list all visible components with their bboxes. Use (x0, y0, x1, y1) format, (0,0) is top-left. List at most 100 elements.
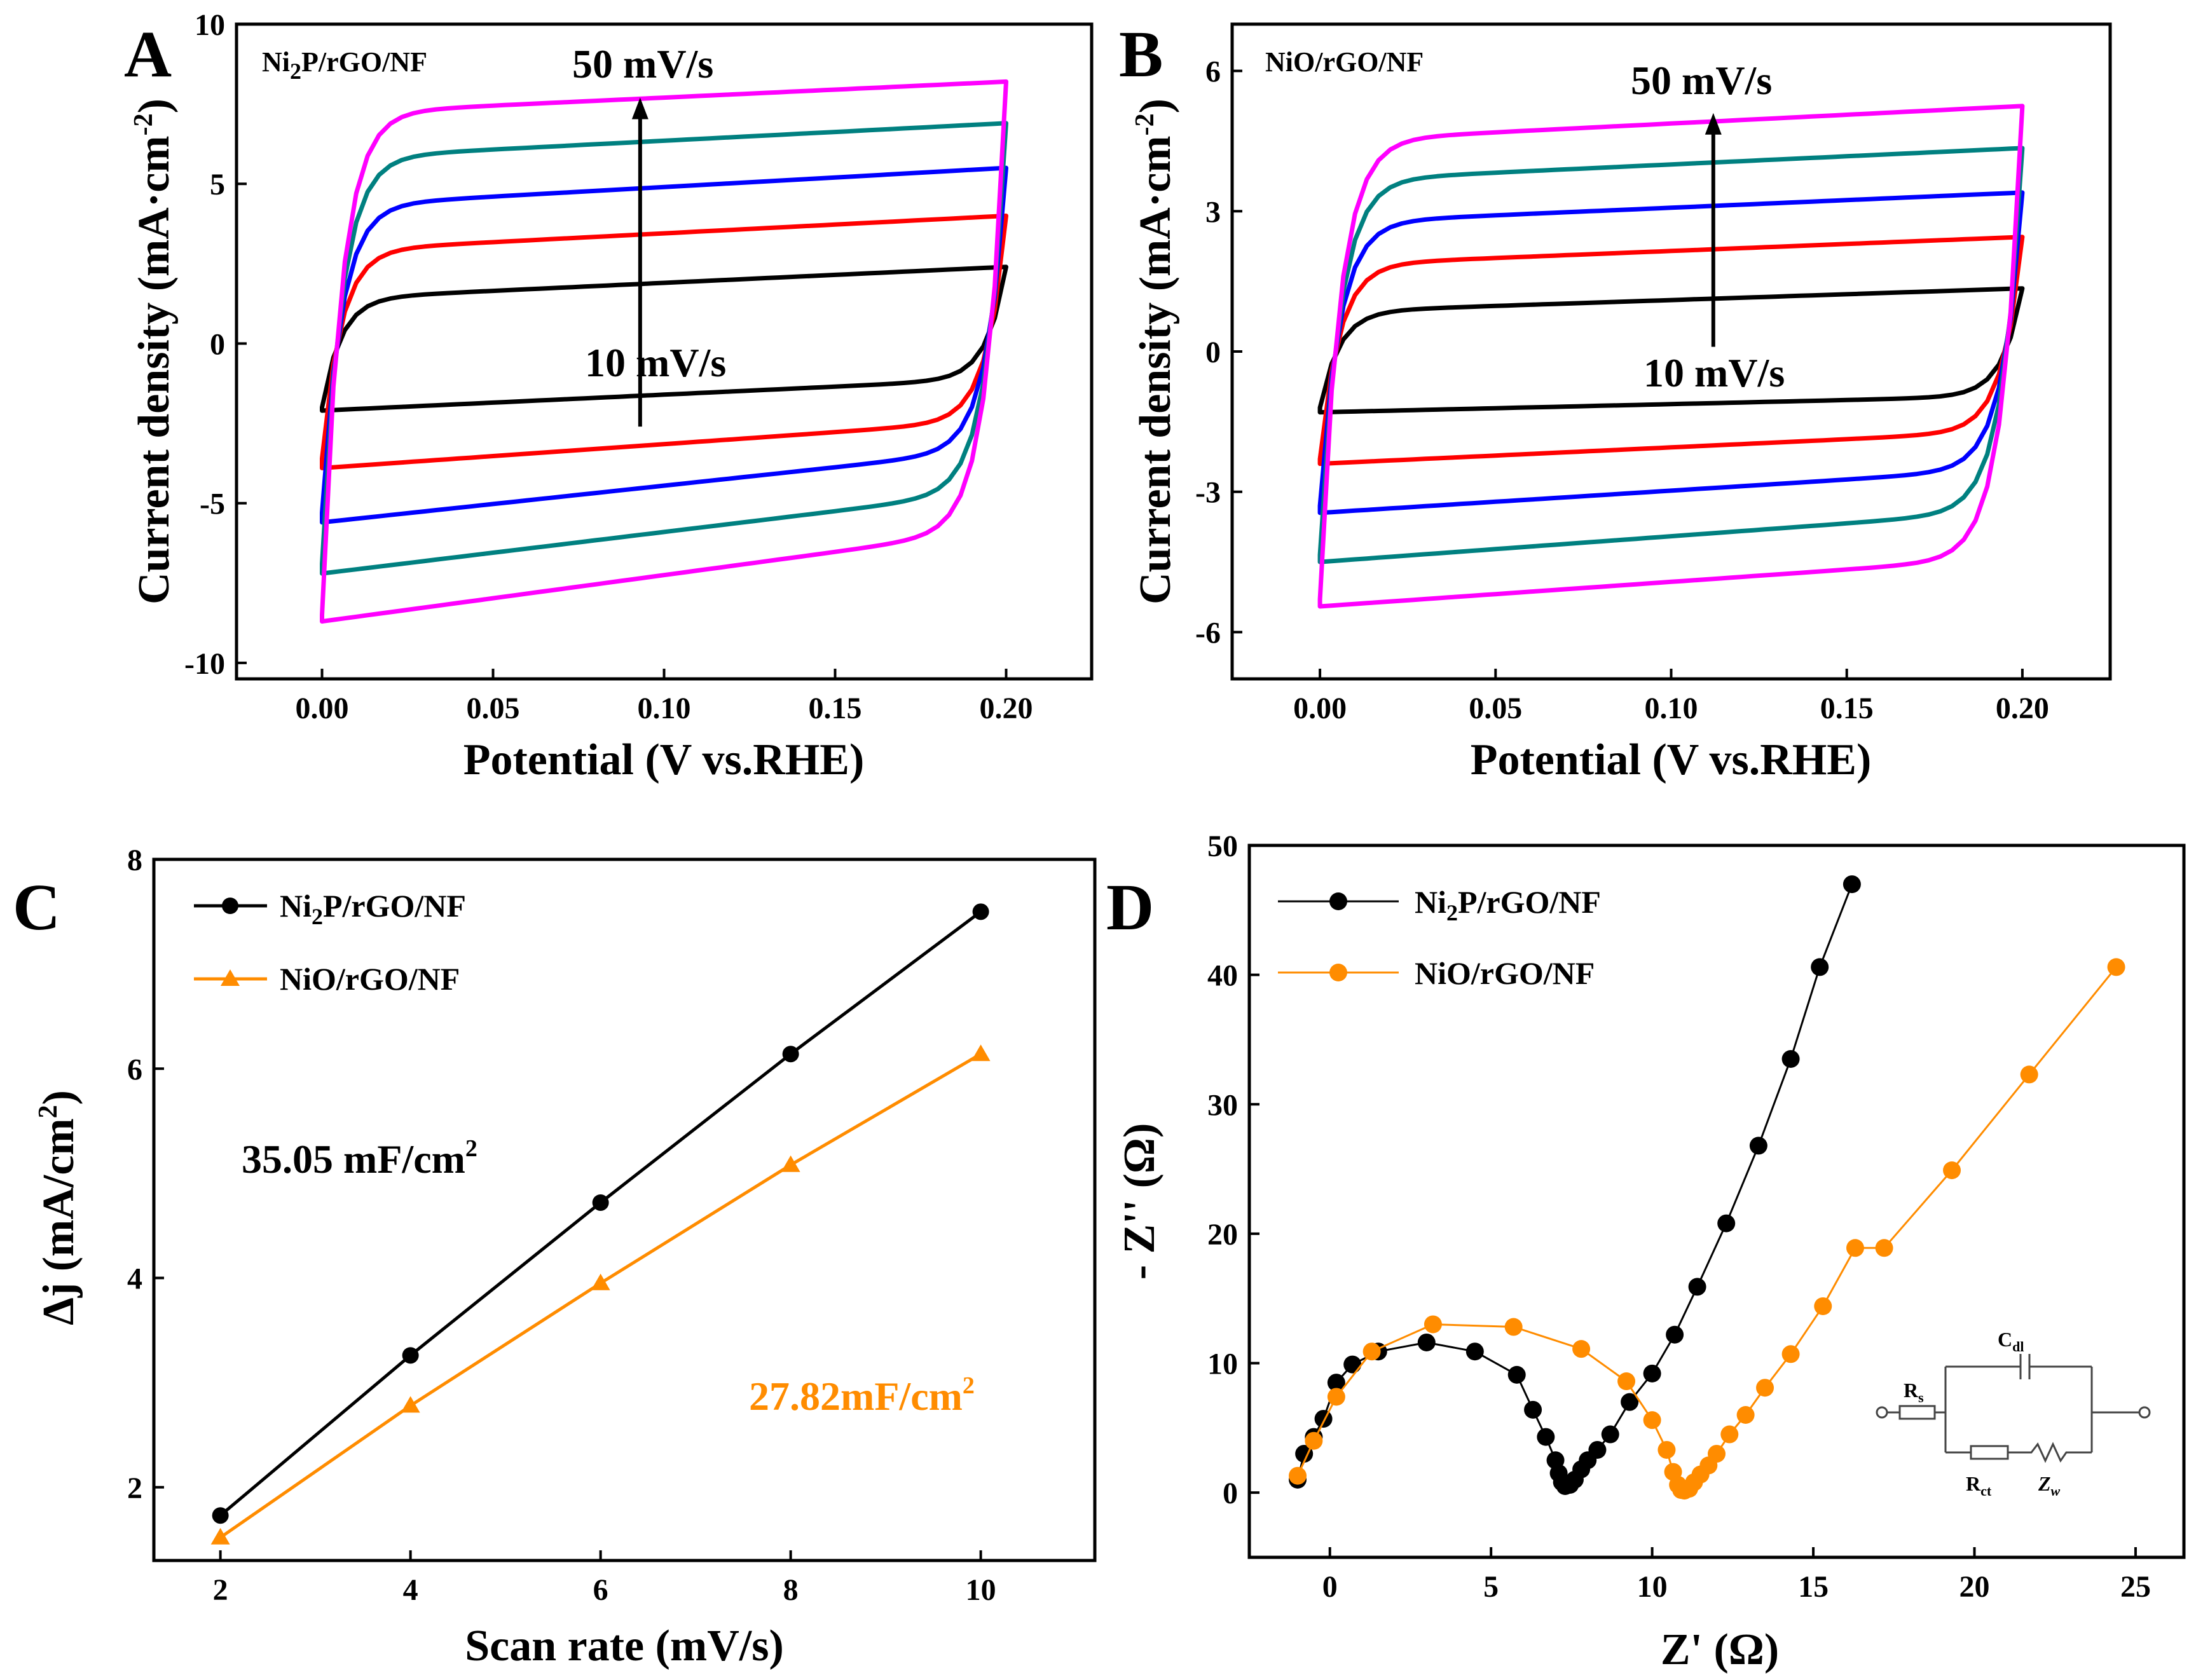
panel-d-data-point (1643, 1364, 1661, 1383)
panel-d-data-point (1343, 1355, 1362, 1374)
panel-d-x-tick-label: 5 (1483, 1570, 1499, 1604)
panel-c-x-ticks: 2 4 6 8 10 (213, 1550, 996, 1607)
panel-d-y-axis-label: - Z'' (Ω) (1115, 1123, 1164, 1280)
panel-d-data-point (1814, 1297, 1832, 1315)
panel-b-x-tick-label: 0.05 (1469, 692, 1522, 725)
panel-a: A 0.00 0.05 0.10 0.15 0.20 -10 -5 0 5 10 Ni2P/rG… (124, 8, 1094, 784)
panel-a-arrow-head (631, 97, 649, 120)
panel-c-data-point (781, 1155, 800, 1172)
panel-b-x-tick-label: 0.00 (1293, 692, 1347, 725)
panel-c-y-ticks: 2 4 6 8 (127, 843, 164, 1505)
circuit-label-rct: Rct (1966, 1472, 1992, 1499)
panel-c-y-axis-label: Δj (mA/cm2) (34, 1090, 83, 1325)
panel-a-y-tick-label: -10 (184, 647, 225, 681)
panel-b-x-ticks: 0.00 0.05 0.10 0.15 0.20 (1293, 669, 2049, 725)
panel-d-data-point (1657, 1440, 1676, 1459)
panel-d-data-point (1621, 1393, 1639, 1411)
panel-d-y-tick-label: 0 (1223, 1477, 1238, 1510)
panel-b-cv-loop (1317, 104, 2025, 609)
panel-b-cv-loop (1317, 286, 2025, 415)
panel-b-y-tick-label: 3 (1205, 195, 1221, 229)
legend-marker-ni2p (222, 898, 238, 914)
panel-d-data-point (1943, 1161, 1961, 1180)
panel-d-data-point (1327, 1374, 1345, 1392)
panel-a-y-ticks: -10 -5 0 5 10 (184, 8, 247, 681)
panel-d-data-point (1572, 1340, 1591, 1358)
panel-c-x-tick-label: 8 (783, 1573, 799, 1607)
circuit-terminal-left (1876, 1406, 1888, 1419)
circuit-warburg-element (2008, 1442, 2092, 1463)
panel-c-x-tick-label: 6 (593, 1573, 608, 1607)
panel-d-data-point (1617, 1372, 1636, 1391)
panel-d-data-point (1327, 1388, 1345, 1406)
legend-label-nio: NiO/rGO/NF (280, 961, 460, 997)
legend-marker-ni2p-d (1329, 892, 1347, 910)
circuit-label-zw: Zw (2038, 1472, 2061, 1499)
panel-d-x-tick-label: 15 (1798, 1570, 1829, 1604)
panel-d: D 0 5 10 15 20 25 0 10 20 30 40 50 Ni2P/rGO/NF NiO… (1106, 830, 2186, 1674)
panel-d-data-point (1504, 1318, 1523, 1336)
circuit-resistor-rs (1898, 1405, 1936, 1420)
panel-d-data-point (1305, 1431, 1323, 1450)
panel-a-cv-loops (320, 79, 1008, 624)
panel-a-y-tick-label: -5 (200, 488, 225, 521)
panel-a-arrow-bottom-label: 10 mV/s (585, 340, 726, 385)
panel-c-series (210, 903, 991, 1545)
panel-d-data-point (1875, 1239, 1893, 1257)
panel-d-data-point (1588, 1440, 1607, 1459)
panel-a-y-tick-label: 10 (195, 8, 225, 42)
panel-c-data-point (402, 1347, 419, 1364)
panel-c-y-tick-label: 6 (127, 1053, 142, 1086)
panel-a-x-tick-label: 0.20 (980, 692, 1033, 725)
panel-b-y-axis-label: Current density (mA·cm-2) (1130, 99, 1180, 604)
panel-c-data-point (401, 1396, 420, 1413)
panel-a-cv-loop (320, 79, 1008, 624)
panel-d-data-point (1362, 1342, 1381, 1361)
panel-a-x-tick-label: 0.15 (809, 692, 862, 725)
panel-d-data-point (2020, 1065, 2038, 1084)
panel-d-x-tick-label: 10 (1637, 1570, 1668, 1604)
panel-d-y-tick-label: 40 (1207, 959, 1238, 993)
panel-d-data-point (1811, 958, 1829, 976)
panel-a-x-ticks: 0.00 0.05 0.10 0.15 0.20 (296, 669, 1033, 725)
panel-d-data-point (1720, 1425, 1739, 1444)
panel-d-data-point (1417, 1333, 1436, 1351)
panel-c-x-tick-label: 10 (966, 1573, 996, 1607)
panel-b-y-tick-label: 0 (1205, 336, 1221, 369)
panel-d-y-tick-label: 50 (1207, 830, 1238, 863)
panel-d-data-point (1524, 1400, 1542, 1419)
equivalent-circuit-inset (1876, 1354, 2151, 1463)
panel-b-arrow-top-label: 50 mV/s (1631, 58, 1772, 103)
panel-c-x-axis-label: Scan rate (mV/s) (465, 1622, 784, 1670)
legend-label-ni2p: Ni2P/rGO/NF (280, 888, 466, 929)
panel-a-x-tick-label: 0.00 (296, 692, 349, 725)
panel-b-y-tick-label: 6 (1205, 55, 1221, 89)
panel-b-arrow-bottom-label: 10 mV/s (1644, 350, 1785, 395)
panel-c-series-line (219, 1053, 982, 1539)
circuit-label-cdl: Cdl (1998, 1328, 2024, 1355)
panel-b-y-ticks: -6 -3 0 3 6 (1195, 55, 1242, 650)
panel-d-legend: Ni2P/rGO/NF NiO/rGO/NF (1278, 884, 1601, 991)
panel-d-data-point (2107, 958, 2125, 976)
panel-c-data-point (972, 903, 989, 920)
panel-b-arrow-head (1705, 113, 1722, 135)
panel-c-data-point (592, 1194, 609, 1211)
panel-d-letter: D (1106, 871, 1154, 944)
panel-d-data-point (1688, 1278, 1706, 1296)
circuit-terminal-right (2138, 1406, 2151, 1419)
panel-d-x-tick-label: 0 (1322, 1570, 1338, 1604)
panel-c-y-tick-label: 2 (127, 1472, 142, 1505)
panel-b-x-tick-label: 0.15 (1820, 692, 1874, 725)
panel-d-series-line (1296, 966, 2117, 1492)
panel-d-data-point (1295, 1445, 1314, 1463)
panel-c: C 2 4 6 8 10 2 4 6 8 Ni2P/rGO/NF NiO/rGO/NF 35.… (13, 843, 1097, 1670)
legend-marker-nio (221, 969, 240, 986)
panel-d-data-point (1537, 1428, 1555, 1446)
panel-c-letter: C (13, 871, 60, 944)
panel-d-y-tick-label: 10 (1207, 1348, 1238, 1381)
panel-d-data-point (1289, 1466, 1307, 1485)
panel-a-arrow-top-label: 50 mV/s (572, 41, 713, 86)
panel-d-data-point (1666, 1325, 1684, 1344)
panel-a-letter: A (124, 18, 172, 91)
panel-d-data-point (1708, 1445, 1726, 1463)
